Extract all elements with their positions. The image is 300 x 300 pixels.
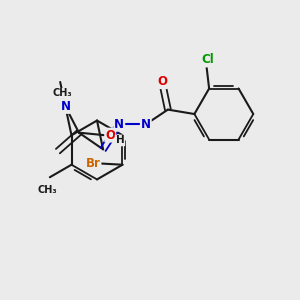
- Text: CH₃: CH₃: [37, 184, 57, 195]
- Text: O: O: [157, 75, 167, 88]
- Text: N: N: [141, 118, 151, 131]
- Text: Cl: Cl: [201, 53, 214, 67]
- Text: N: N: [114, 118, 124, 131]
- Text: CH₃: CH₃: [53, 88, 72, 98]
- Text: H: H: [116, 135, 124, 146]
- Text: O: O: [105, 129, 115, 142]
- Text: N: N: [60, 100, 70, 113]
- Text: Br: Br: [85, 157, 100, 170]
